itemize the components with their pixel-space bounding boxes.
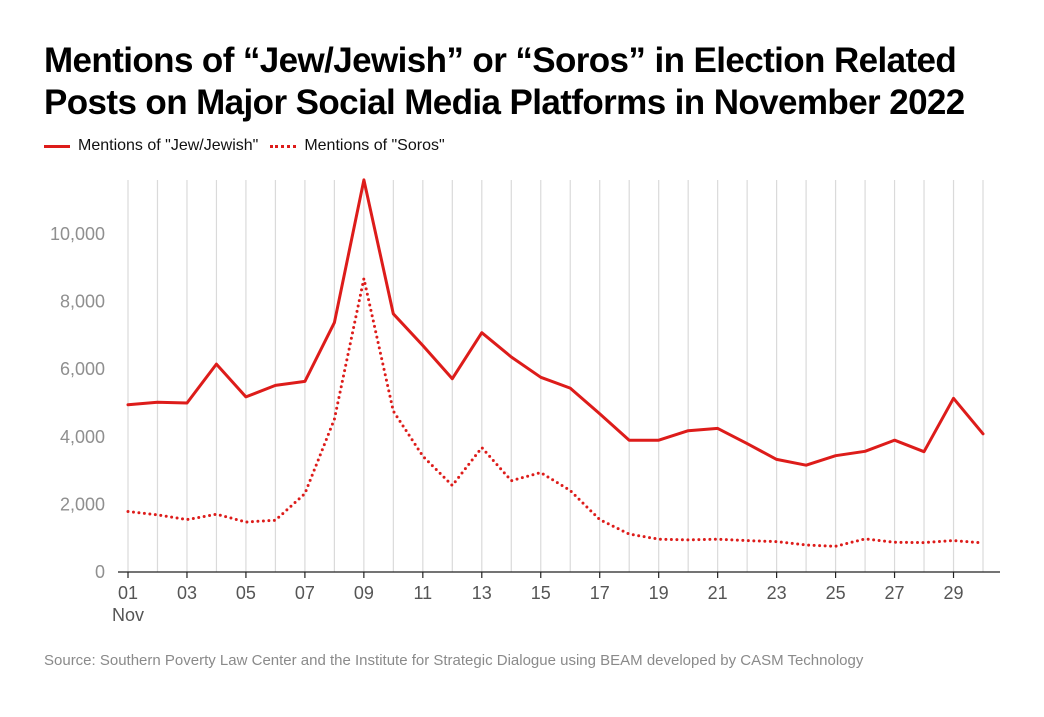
data-point-soros [451, 484, 454, 487]
series-line-jew-jewish [126, 178, 985, 467]
data-point-jew-jewish [156, 401, 159, 404]
x-tick-sublabel-month: Nov [112, 605, 144, 625]
data-point-soros [687, 538, 690, 541]
legend-label-soros: Mentions of "Soros" [304, 137, 445, 154]
data-point-jew-jewish [598, 412, 601, 415]
data-point-jew-jewish [834, 454, 837, 457]
data-point-soros [274, 519, 277, 522]
x-axis: 01 03 05 07 09 11 13 15 17 19 21 23 25 27 29 Nov [112, 572, 964, 625]
data-point-jew-jewish [127, 403, 130, 406]
data-point-jew-jewish [451, 377, 454, 380]
data-point-jew-jewish [805, 464, 808, 467]
data-point-soros [156, 513, 159, 516]
data-point-soros [539, 471, 542, 474]
data-point-jew-jewish [864, 450, 867, 453]
x-tick-label: 23 [767, 583, 787, 603]
data-point-soros [215, 513, 218, 516]
legend: Mentions of "Jew/Jewish" Mentions of "So… [44, 134, 457, 158]
x-tick-label: 29 [944, 583, 964, 603]
data-point-jew-jewish [893, 439, 896, 442]
data-point-jew-jewish [657, 439, 660, 442]
data-point-soros [244, 520, 247, 523]
y-tick-label: 2,000 [60, 494, 105, 514]
data-point-jew-jewish [215, 363, 218, 366]
data-point-jew-jewish [539, 376, 542, 379]
data-point-jew-jewish [185, 402, 188, 405]
x-tick-label: 19 [649, 583, 669, 603]
chart-title: Mentions of “Jew/Jewish” or “Soros” in E… [44, 41, 965, 122]
data-point-soros [657, 538, 660, 541]
y-tick-label: 0 [95, 562, 105, 582]
data-point-soros [333, 418, 336, 421]
data-point-soros [480, 446, 483, 449]
data-point-jew-jewish [775, 458, 778, 461]
data-point-jew-jewish [628, 439, 631, 442]
x-tick-label: 15 [531, 583, 551, 603]
data-point-jew-jewish [392, 312, 395, 315]
data-point-jew-jewish [569, 387, 572, 390]
series-line-soros [126, 277, 985, 548]
gridlines [127, 180, 984, 572]
data-point-soros [834, 545, 837, 548]
data-point-soros [746, 539, 749, 542]
data-point-soros [303, 492, 306, 495]
x-tick-label: 09 [354, 583, 374, 603]
data-point-soros [598, 518, 601, 521]
data-point-soros [392, 410, 395, 413]
data-point-soros [923, 541, 926, 544]
data-point-jew-jewish [687, 429, 690, 432]
series-jew-jewish [126, 178, 985, 467]
y-tick-label: 6,000 [60, 359, 105, 379]
data-point-soros [569, 489, 572, 492]
y-tick-label: 8,000 [60, 292, 105, 312]
data-point-soros [982, 541, 985, 544]
legend-item-soros: Mentions of "Soros" [270, 137, 445, 155]
data-point-jew-jewish [746, 442, 749, 445]
data-point-soros [362, 277, 365, 280]
legend-item-jew-jewish: Mentions of "Jew/Jewish" [44, 137, 258, 155]
data-point-soros [952, 539, 955, 542]
data-point-jew-jewish [303, 380, 306, 383]
data-point-soros [510, 479, 513, 482]
legend-swatch-solid-line [44, 144, 70, 148]
data-point-jew-jewish [982, 432, 985, 435]
data-point-soros [421, 455, 424, 458]
x-tick-label: 27 [885, 583, 905, 603]
data-point-soros [805, 543, 808, 546]
data-point-soros [775, 540, 778, 543]
data-point-soros [864, 537, 867, 540]
x-tick-label: 13 [472, 583, 492, 603]
data-point-soros [185, 518, 188, 521]
data-point-jew-jewish [362, 178, 365, 181]
legend-swatch-dotted-line [270, 144, 297, 148]
data-point-jew-jewish [510, 356, 513, 359]
data-point-soros [628, 533, 631, 536]
data-point-soros [127, 510, 130, 513]
x-tick-label: 03 [177, 583, 197, 603]
x-tick-label: 05 [236, 583, 256, 603]
data-point-jew-jewish [923, 450, 926, 453]
y-tick-label: 10,000 [50, 224, 105, 244]
data-point-soros [893, 541, 896, 544]
y-axis: 0 2,000 4,000 6,000 8,000 10,000 [50, 224, 105, 582]
x-tick-label: 07 [295, 583, 315, 603]
x-tick-label: 21 [708, 583, 728, 603]
source-note: Source: Southern Poverty Law Center and … [44, 652, 864, 669]
data-point-jew-jewish [716, 427, 719, 430]
x-tick-label: 17 [590, 583, 610, 603]
series-soros [126, 277, 985, 548]
legend-label-jew-jewish: Mentions of "Jew/Jewish" [78, 137, 259, 154]
data-point-jew-jewish [274, 384, 277, 387]
data-point-jew-jewish [421, 344, 424, 347]
data-point-soros [716, 538, 719, 541]
data-point-jew-jewish [480, 331, 483, 334]
x-tick-label: 25 [826, 583, 846, 603]
data-point-jew-jewish [244, 395, 247, 398]
y-tick-label: 4,000 [60, 427, 105, 447]
data-point-jew-jewish [333, 321, 336, 324]
x-tick-label: 01 [118, 583, 138, 603]
x-tick-label: 11 [413, 583, 432, 603]
data-point-jew-jewish [952, 397, 955, 400]
